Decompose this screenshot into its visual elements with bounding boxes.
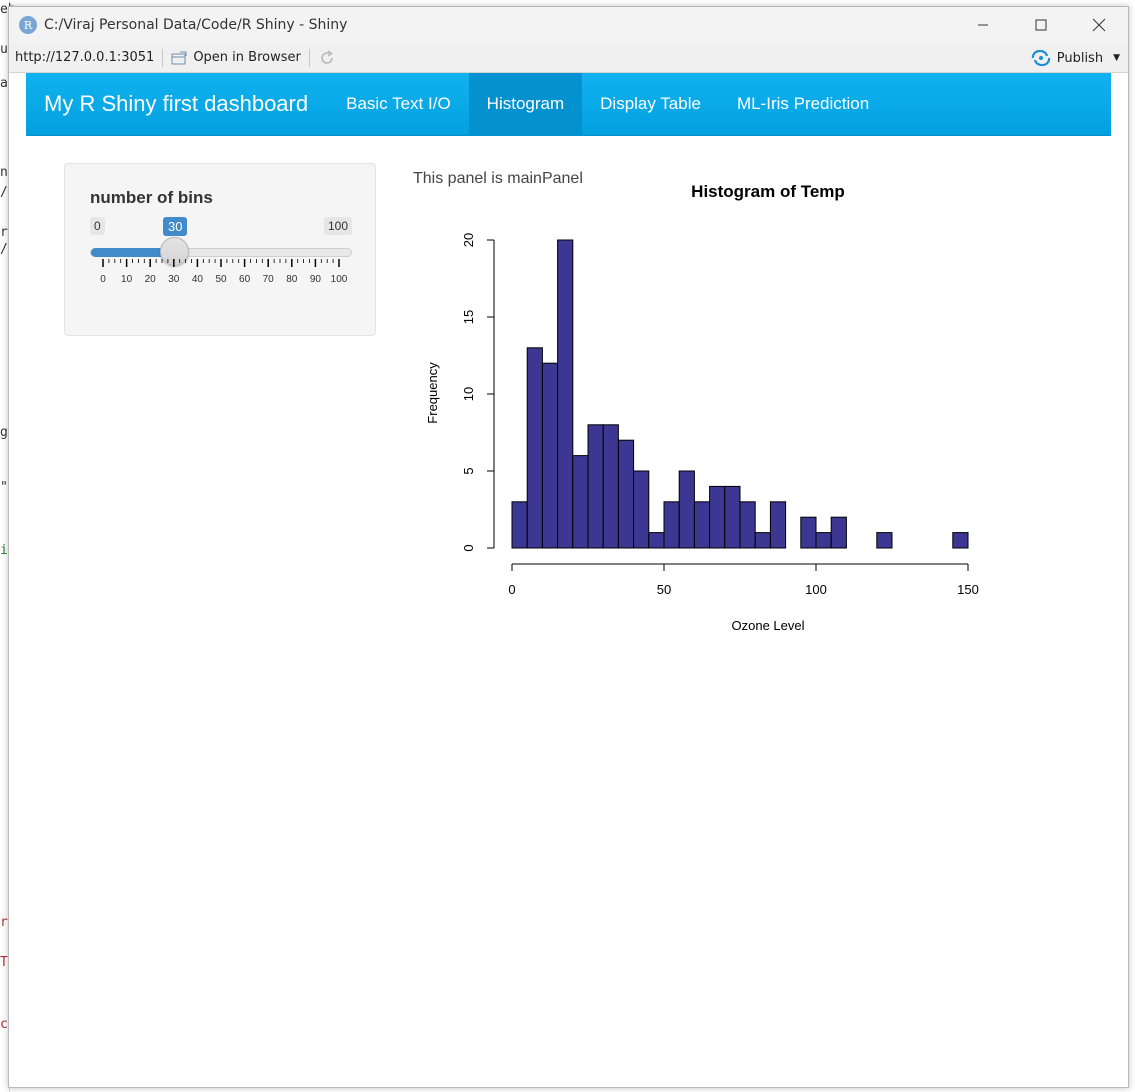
x-tick-label: 150 [957, 582, 979, 597]
close-button[interactable] [1070, 7, 1128, 43]
background-text: r [0, 225, 8, 240]
background-text: c [0, 1017, 8, 1032]
address-bar: http://127.0.0.1:3051 Open in Browser Pu… [9, 43, 1128, 73]
background-text: g [0, 425, 8, 440]
histogram-bar [739, 501, 756, 549]
histogram-bar [693, 501, 711, 549]
histogram-bar [678, 470, 695, 549]
bins-slider-fill [91, 248, 172, 257]
y-tick-label: 20 [461, 233, 476, 247]
slider-tick-label: 0 [100, 274, 106, 285]
background-text: r [0, 915, 8, 930]
slider-tick-label: 10 [121, 274, 133, 285]
shiny-viewer-window: R C:/Viraj Personal Data/Code/R Shiny - … [8, 6, 1129, 1088]
background-text: T [0, 955, 8, 970]
sidebar-panel: number of bins 0 100 30 0 10 20 30 40 50 60 70 8… [64, 163, 376, 336]
publish-label: Publish [1056, 50, 1104, 66]
y-tick-label: 15 [461, 310, 476, 324]
publish-dropdown-caret-icon[interactable]: ▼ [1113, 53, 1120, 63]
histogram-bar [830, 516, 847, 549]
publish-button[interactable]: Publish ▼ [1031, 43, 1120, 73]
slider-tick-label: 20 [145, 274, 157, 285]
histogram-bar [602, 424, 619, 549]
histogram-bar [754, 532, 771, 549]
background-text: / [0, 185, 8, 200]
y-tick-label: 5 [461, 467, 476, 474]
slider-tick-label: 40 [192, 274, 204, 285]
maximize-icon [1035, 19, 1047, 31]
histogram-bar [952, 532, 969, 549]
tab-ml-iris-prediction[interactable]: ML-Iris Prediction [736, 94, 870, 113]
histogram-bar [511, 501, 528, 549]
x-axis-label: Ozone Level [732, 618, 805, 633]
y-tick-label: 10 [461, 387, 476, 401]
histogram-bar [587, 424, 604, 549]
main-panel-text: This panel is mainPanel [413, 170, 583, 187]
maximize-button[interactable] [1012, 7, 1070, 43]
open-in-browser-label: Open in Browser [193, 50, 301, 65]
open-in-browser-button[interactable]: Open in Browser [171, 50, 301, 65]
background-text: " [0, 480, 8, 495]
histogram-bar [769, 501, 787, 549]
y-tick-label: 0 [461, 544, 476, 551]
histogram-plot: Histogram of Temp 0 50 100 150 Ozone Level 0 5 1… [425, 182, 979, 633]
histogram-bar [709, 485, 726, 549]
histogram-bar [572, 455, 589, 549]
refresh-icon[interactable] [318, 49, 336, 67]
title-bar: R C:/Viraj Personal Data/Code/R Shiny - … [9, 7, 1128, 43]
slider-tick-label: 30 [168, 274, 180, 285]
tab-basic-text-io[interactable]: Basic Text I/O [346, 94, 451, 113]
minimize-button[interactable] [954, 7, 1012, 43]
navbar-brand[interactable]: My R Shiny first dashboard [44, 91, 309, 116]
slider-tick-label: 90 [310, 274, 322, 285]
background-text: / [0, 242, 8, 257]
tab-display-table[interactable]: Display Table [600, 94, 701, 113]
slider-value-badge: 30 [163, 217, 188, 236]
navbar: My R Shiny first dashboard Basic Text I/… [26, 72, 1111, 136]
x-tick-label: 100 [805, 582, 827, 597]
close-icon [1092, 18, 1106, 32]
slider-tick-grid: 0 10 20 30 40 50 60 70 80 90 100 [100, 259, 348, 285]
background-text: a [0, 76, 8, 91]
tab-histogram[interactable]: Histogram [468, 72, 583, 136]
histogram-bar [663, 501, 680, 549]
histogram-bar [557, 239, 574, 549]
y-axis-label: Frequency [425, 362, 440, 424]
background-text: u [0, 42, 8, 57]
x-tick-label: 50 [657, 582, 671, 597]
slider-tick-label: 80 [286, 274, 298, 285]
slider-tick-label: 60 [239, 274, 251, 285]
bins-slider-track[interactable] [90, 248, 352, 257]
background-text: i [0, 543, 8, 558]
histogram-bar [648, 532, 665, 549]
histogram-bar [800, 516, 817, 549]
histogram-bar [724, 485, 741, 549]
slider-tick-label: 70 [263, 274, 275, 285]
histogram-bar [617, 439, 635, 549]
toolbar-divider [162, 48, 164, 67]
toolbar-divider [308, 48, 310, 67]
histogram-bar [541, 362, 559, 549]
histogram-bar [876, 532, 893, 549]
histogram-bar [815, 532, 832, 549]
url-text[interactable]: http://127.0.0.1:3051 [15, 50, 155, 65]
minimize-icon [978, 24, 988, 26]
slider-tick-label: 50 [215, 274, 227, 285]
slider-max-label: 100 [324, 217, 353, 235]
open-in-browser-icon [171, 51, 187, 64]
bins-slider-label: number of bins [90, 188, 213, 207]
background-text: n [0, 165, 8, 180]
histogram-bar [526, 347, 543, 549]
window-title: C:/Viraj Personal Data/Code/R Shiny - Sh… [44, 17, 348, 33]
chart-title: Histogram of Temp [691, 182, 845, 201]
slider-tick-label: 100 [331, 274, 348, 285]
slider-min-label: 0 [90, 217, 105, 235]
histogram-bar [633, 470, 650, 549]
shiny-app-page: My R Shiny first dashboard Basic Text I/… [9, 72, 1128, 1087]
r-app-icon: R [19, 16, 37, 34]
publish-icon [1031, 50, 1050, 66]
x-tick-label: 0 [508, 582, 515, 597]
